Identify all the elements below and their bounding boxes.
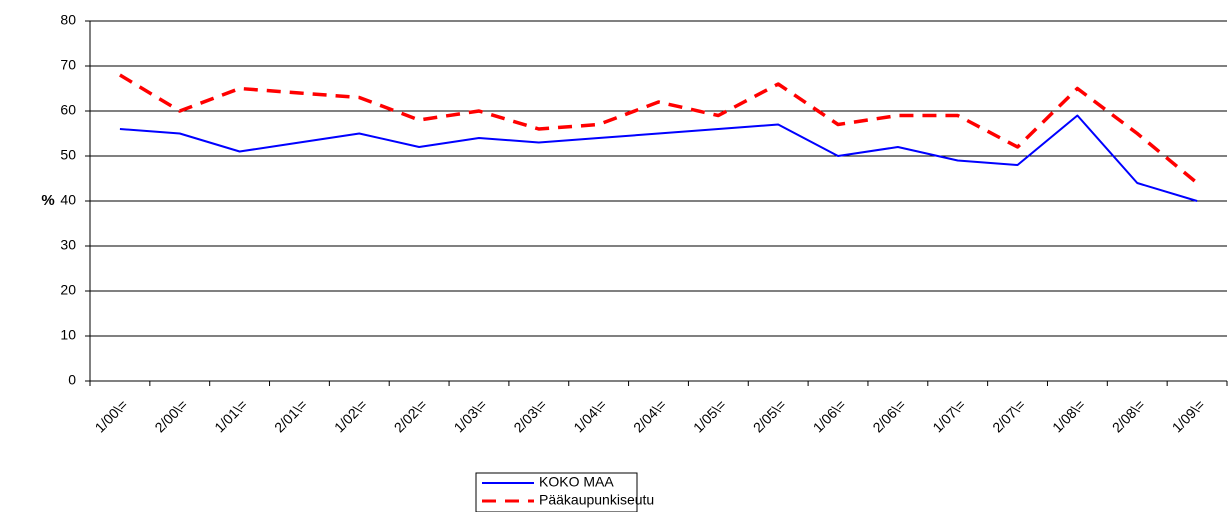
x-tick-label: 1/05\=: [690, 396, 729, 435]
y-tick-label: 70: [60, 57, 76, 73]
x-tick-label: 1/07\=: [929, 396, 968, 435]
y-tick-label: 50: [60, 147, 76, 163]
y-tick-label: 10: [60, 327, 76, 343]
x-tick-label: 2/08\=: [1109, 396, 1148, 435]
x-tick-label: 1/03\=: [451, 396, 490, 435]
y-axis-label: %: [41, 192, 54, 209]
y-tick-label: 60: [60, 102, 76, 118]
x-tick-label: 1/04\=: [570, 396, 609, 435]
y-tick-label: 40: [60, 192, 76, 208]
y-tick-label: 30: [60, 237, 76, 253]
x-tick-label: 2/03\=: [510, 396, 549, 435]
legend-box: [475, 472, 638, 512]
x-tick-label: 1/02\=: [331, 396, 370, 435]
x-tick-label: 2/02\=: [391, 396, 430, 435]
x-tick-label: 2/06\=: [869, 396, 908, 435]
line-series: [119, 73, 1199, 185]
x-tick-label: 1/06\=: [810, 396, 849, 435]
x-tick-label: 2/07\=: [989, 396, 1028, 435]
y-tick-label: 80: [60, 12, 76, 28]
x-tick-label: 1/08\=: [1049, 396, 1088, 435]
x-tick-label: 1/01\=: [211, 396, 250, 435]
x-tick-label: 2/04\=: [630, 396, 669, 435]
x-tick-label: 2/00\=: [151, 396, 190, 435]
x-tick-label: 2/01\=: [271, 396, 310, 435]
y-tick-label: 20: [60, 282, 76, 298]
legend-label: KOKO MAA: [539, 474, 614, 490]
legend-label: Pääkaupunkiseutu: [539, 492, 654, 508]
x-tick-label: 1/09\=: [1169, 396, 1208, 435]
x-tick-label: 2/05\=: [750, 396, 789, 435]
y-tick-label: 0: [68, 372, 76, 388]
x-tick-label: 1/00\=: [92, 396, 131, 435]
line-series: [119, 114, 1198, 202]
